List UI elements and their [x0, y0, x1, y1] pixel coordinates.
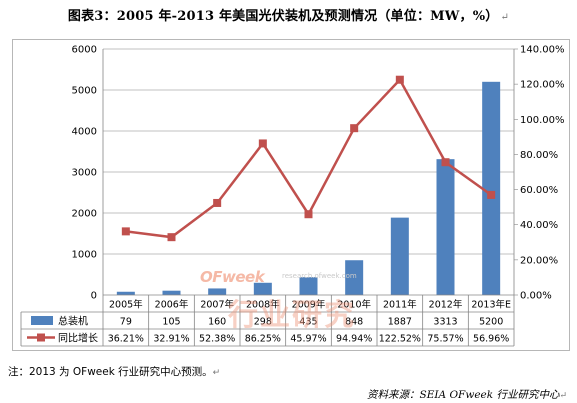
data-label: 52.38% — [199, 334, 235, 345]
line-marker — [213, 198, 222, 207]
bar — [390, 217, 409, 295]
category-label: 2009年 — [292, 299, 326, 311]
line-marker — [121, 227, 130, 236]
data-label: 3313 — [433, 317, 457, 328]
left-axis-tick-label: 3000 — [72, 168, 97, 179]
data-label: 79 — [120, 317, 132, 328]
source-text: 资料来源：SEIA OFweek 行业研究中心 — [367, 389, 560, 401]
line-marker — [395, 75, 404, 84]
line-marker — [258, 139, 267, 148]
data-label: 45.97% — [290, 334, 326, 345]
category-label: 2007年 — [200, 299, 234, 311]
category-label: 2005年 — [109, 299, 143, 311]
paragraph-mark-icon: ↵ — [559, 391, 567, 401]
data-label: 435 — [299, 317, 317, 328]
legend-label: 同比增长 — [58, 332, 98, 345]
bar — [253, 282, 272, 295]
data-label: 5200 — [479, 317, 503, 328]
category-label: 2012年 — [429, 299, 463, 311]
left-axis-tick-label: 0 — [91, 291, 97, 302]
bar — [482, 81, 501, 295]
bar — [208, 288, 227, 295]
right-axis-tick-label: 140.00% — [520, 45, 565, 56]
bar — [162, 290, 181, 295]
source-citation: 资料来源：SEIA OFweek 行业研究中心↵ — [367, 387, 567, 402]
legend-line-marker — [37, 333, 45, 342]
paragraph-mark-icon: ↵ — [500, 12, 510, 23]
data-label: 56.96% — [473, 334, 509, 345]
category-label: 2011年 — [383, 299, 417, 311]
right-axis-tick-label: 20.00% — [520, 255, 558, 266]
legend-label: 总装机 — [58, 315, 88, 328]
bar — [345, 260, 364, 295]
data-label: 36.21% — [108, 334, 144, 345]
footnote-text: 注：2013 为 OFweek 行业研究中心预测。 — [8, 366, 213, 378]
right-axis-tick-label: 100.00% — [520, 115, 565, 126]
left-axis-tick-label: 2000 — [72, 209, 97, 220]
line-marker — [487, 190, 496, 199]
data-label: 122.52% — [379, 334, 421, 345]
category-label: 2006年 — [155, 299, 189, 311]
chart-frame: 0 1000 2000 3000 4000 5000 6000 0.00% 20.00% 40.0… — [12, 39, 570, 351]
right-axis-tick-label: 0.00% — [520, 291, 552, 302]
right-axis-tick-label: 120.00% — [520, 80, 565, 91]
line-marker — [441, 158, 450, 167]
bar — [116, 291, 135, 295]
bar — [299, 277, 318, 295]
data-label: 1887 — [388, 317, 412, 328]
left-axis-tick-label: 1000 — [72, 250, 97, 261]
line-marker — [350, 124, 359, 133]
data-label: 105 — [162, 317, 180, 328]
data-label: 32.91% — [153, 334, 189, 345]
data-label: 86.25% — [245, 334, 281, 345]
data-label: 75.57% — [427, 334, 463, 345]
chart-title-text: 图表3：2005 年-2013 年美国光伏装机及预测情况（单位：MW，%） — [67, 9, 499, 24]
left-axis-tick-label: 6000 — [72, 45, 97, 56]
category-label: 2013年E — [471, 299, 511, 311]
paragraph-mark-icon: ↵ — [212, 368, 221, 378]
right-axis-tick-label: 60.00% — [520, 185, 558, 196]
left-axis-tick-label: 4000 — [72, 127, 97, 138]
category-label: 2008年 — [246, 299, 280, 311]
data-label: 160 — [208, 317, 226, 328]
left-axis-tick-label: 5000 — [72, 86, 97, 97]
chart-title: 图表3：2005 年-2013 年美国光伏装机及预测情况（单位：MW，%） ↵ — [0, 5, 577, 24]
line-marker — [304, 210, 313, 219]
bar — [436, 159, 455, 295]
data-label: 94.94% — [336, 334, 372, 345]
combo-chart: 0 1000 2000 3000 4000 5000 6000 0.00% 20.00% 40.0… — [20, 45, 565, 347]
line-marker — [167, 233, 176, 242]
category-label: 2010年 — [337, 299, 371, 311]
right-axis-tick-label: 40.00% — [520, 220, 558, 231]
right-axis-tick-label: 80.00% — [520, 150, 558, 161]
data-label: 298 — [254, 317, 272, 328]
footnote: 注：2013 为 OFweek 行业研究中心预测。↵ — [8, 364, 220, 379]
legend-bar-swatch — [31, 316, 53, 325]
data-label: 848 — [345, 317, 363, 328]
